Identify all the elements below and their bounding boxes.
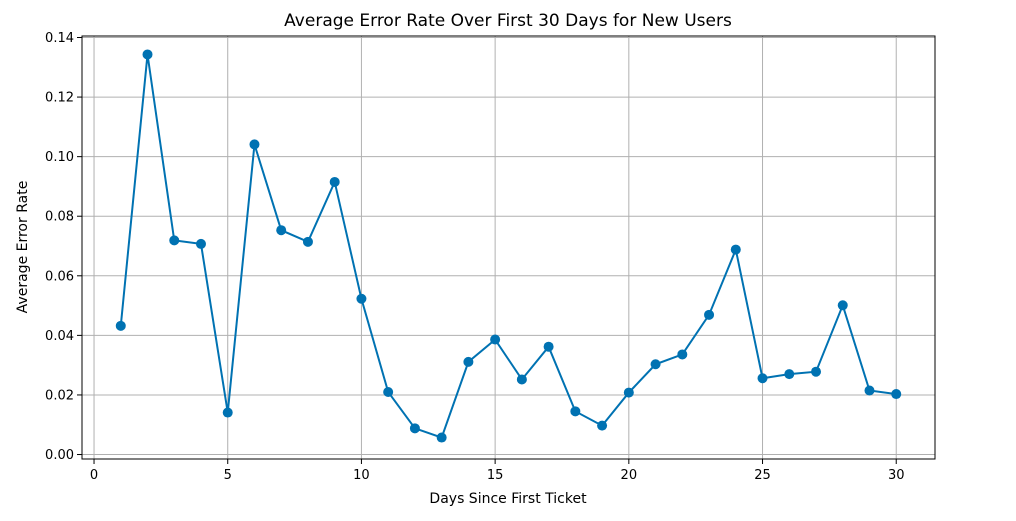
plot-frame	[81, 35, 936, 460]
data-point	[302, 236, 313, 247]
data-point	[436, 432, 447, 443]
x-tick-label: 25	[754, 468, 771, 483]
data-point	[811, 366, 822, 377]
data-point	[463, 356, 474, 367]
data-point	[490, 334, 501, 345]
data-point	[730, 244, 741, 255]
data-point	[142, 49, 153, 60]
y-tick-label: 0.04	[45, 329, 74, 344]
data-point	[597, 420, 608, 431]
x-tick-label: 15	[487, 468, 504, 483]
data-point	[704, 309, 715, 320]
grid-layer	[82, 36, 935, 459]
y-tick-label: 0.12	[45, 91, 74, 106]
data-point	[115, 320, 126, 331]
y-tick-label: 0.14	[45, 31, 74, 46]
x-tick-label: 30	[888, 468, 905, 483]
y-tick-label: 0.08	[45, 210, 74, 225]
x-axis-label: Days Since First Ticket	[429, 491, 587, 507]
y-tick-label: 0.02	[45, 388, 74, 403]
y-tick-label: 0.06	[45, 269, 74, 284]
data-point	[222, 407, 233, 418]
data-point	[864, 385, 875, 396]
x-tick-label: 20	[621, 468, 638, 483]
data-point	[195, 238, 206, 249]
data-point	[329, 176, 340, 187]
data-point	[677, 349, 688, 360]
chart-title: Average Error Rate Over First 30 Days fo…	[284, 11, 732, 31]
data-point	[276, 225, 287, 236]
data-point	[623, 387, 634, 398]
data-point	[570, 406, 581, 417]
data-point	[650, 359, 661, 370]
y-axis-label: Average Error Rate	[15, 181, 31, 314]
data-point	[757, 373, 768, 384]
data-point	[409, 423, 420, 434]
y-tick-label: 0.00	[45, 448, 74, 463]
x-tick-label: 5	[224, 468, 232, 483]
y-tick-label: 0.10	[45, 150, 74, 165]
data-point	[516, 374, 527, 385]
data-point	[249, 139, 260, 150]
x-tick-label: 10	[353, 468, 370, 483]
data-point	[784, 369, 795, 380]
data-point	[356, 293, 367, 304]
x-tick-label: 0	[90, 468, 98, 483]
series-layer	[115, 49, 902, 443]
data-point	[169, 235, 180, 246]
data-point	[891, 389, 902, 400]
data-point	[837, 300, 848, 311]
tick-layer: 0 5 10 15 20 25 30 0.00 0.02 0.04 0.06 0.08 0.10 0.12…	[45, 31, 904, 483]
data-point	[543, 341, 554, 352]
data-point	[383, 386, 394, 397]
